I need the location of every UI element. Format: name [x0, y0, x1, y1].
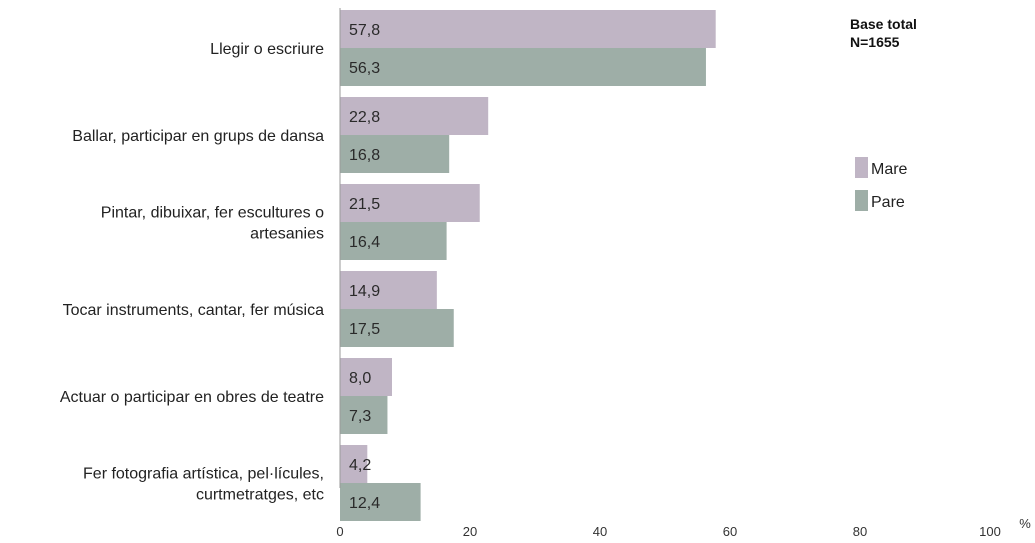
base-note-line: N=1655: [850, 34, 900, 50]
x-tick-label: 20: [463, 524, 477, 539]
bar-value-label: 56,3: [349, 60, 380, 77]
category-label: Llegir o escriure: [210, 41, 324, 58]
category-label: Actuar o participar en obres de teatre: [60, 389, 324, 406]
x-unit-label: %: [1019, 516, 1031, 531]
x-tick-label: 80: [853, 524, 867, 539]
bar-mare: [340, 10, 716, 48]
x-tick-label: 0: [336, 524, 343, 539]
bar-pare: [340, 309, 454, 347]
base-note-line: Base total: [850, 16, 917, 32]
bar-value-label: 16,4: [349, 234, 380, 251]
bar-pare: [340, 396, 388, 434]
bar-pare: [340, 135, 450, 173]
x-axis: 0 20 40 60 80 100%: [336, 8, 1031, 539]
bar-value-label: 4,2: [349, 457, 371, 474]
value-labels-layer: 57,8 56,3 22,8 16,8 21,5 16,4 14,9 17,5 8,0 7,3 4,…: [349, 22, 380, 512]
bar-value-label: 12,4: [349, 495, 380, 512]
category-label: Ballar, participar en grups de dansa: [72, 128, 324, 145]
bar-mare: [340, 358, 392, 396]
bar-mare: [340, 184, 480, 222]
bar-value-label: 16,8: [349, 147, 380, 164]
bar-value-label: 22,8: [349, 109, 380, 126]
x-tick-label: 40: [593, 524, 607, 539]
bar-value-label: 17,5: [349, 321, 380, 338]
legend-label-mare: Mare: [871, 161, 908, 178]
base-note: Base total N=1655: [850, 16, 917, 50]
category-labels-layer: Llegir o escriure Ballar, participar en g…: [60, 41, 324, 504]
bar-value-label: 8,0: [349, 370, 371, 387]
category-label: Tocar instruments, cantar, fer música: [63, 302, 325, 319]
bar-pare: [340, 222, 447, 260]
bar-pare: [340, 483, 421, 521]
legend-label-pare: Pare: [871, 194, 905, 211]
bar-mare: [340, 271, 437, 309]
legend-swatch-mare: [855, 157, 868, 178]
bar-mare: [340, 445, 368, 483]
legend-swatch-pare: [855, 190, 868, 211]
bar-mare: [340, 97, 489, 135]
category-label: Pintar, dibuixar, fer escultures o artesa…: [101, 205, 324, 243]
bar-value-label: 14,9: [349, 283, 380, 300]
bar-value-label: 57,8: [349, 22, 380, 39]
bar-value-label: 21,5: [349, 196, 380, 213]
x-tick-label: 60: [723, 524, 737, 539]
x-tick-label: 100: [979, 524, 1001, 539]
bar-pare: [340, 48, 706, 86]
category-label: Fer fotografia artística, pel·lícules, cu…: [83, 466, 324, 504]
bar-value-label: 7,3: [349, 408, 371, 425]
bars-layer: [340, 10, 716, 521]
legend: Mare Pare: [855, 157, 908, 211]
